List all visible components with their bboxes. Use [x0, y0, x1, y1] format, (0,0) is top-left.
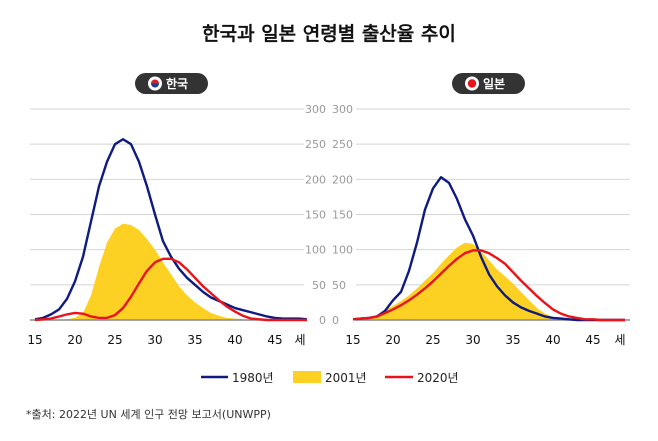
series-line-2020년 — [34, 257, 307, 322]
japan-flag-icon — [465, 76, 479, 91]
korea-flag-icon — [148, 76, 162, 91]
series-line-1980년 — [352, 176, 625, 322]
x-axis-unit: 세 — [614, 333, 625, 347]
flag-sun — [467, 79, 477, 88]
legend-swatch-2001 — [293, 371, 321, 383]
series-area-2001년 — [35, 223, 307, 320]
x-tick-label: 45 — [585, 333, 600, 347]
flag-taeguk-blue — [151, 83, 159, 88]
x-tick-label: 20 — [67, 333, 82, 347]
x-tick-label: 25 — [107, 333, 122, 347]
x-tick-label: 30 — [147, 333, 162, 347]
x-tick-label: 15 — [27, 333, 42, 347]
y-tick-label: 0 — [332, 314, 339, 327]
y-tick-label: 50 — [332, 279, 346, 292]
legend: 1980년 2001년 2020년 — [201, 371, 459, 385]
series-line-2020년 — [352, 249, 625, 322]
panel-japan: 일본 0 50 100 150 200 250 300 15 20 25 30 35 40 45 세 — [332, 73, 630, 347]
panel-korea: 한국 0 50 100 150 200 250 300 15 20 25 30 35 40 45 세 — [27, 73, 326, 347]
x-tick-label: 45 — [267, 333, 282, 347]
x-tick-label: 15 — [345, 333, 360, 347]
y-tick-label: 300 — [305, 103, 326, 116]
chart-panels: 한국 0 50 100 150 200 250 300 15 20 25 30 35 40 45 세 일본 0 50… — [27, 73, 630, 347]
y-tick-label: 50 — [312, 279, 326, 292]
flag-taeguk-red — [151, 79, 159, 84]
legend-label-1980: 1980년 — [232, 371, 274, 385]
legend-label-2001: 2001년 — [325, 371, 367, 385]
series-line-1980년 — [34, 138, 308, 321]
country-label: 일본 — [483, 77, 505, 91]
chart-title: 한국과 일본 연령별 출산율 추이 — [202, 23, 456, 45]
x-tick-label: 35 — [505, 333, 520, 347]
x-tick-label: 40 — [227, 333, 242, 347]
country-label-pill: 한국 — [135, 73, 208, 94]
series-area-2001년 — [353, 242, 625, 320]
y-tick-label: 0 — [319, 314, 326, 327]
x-tick-label: 20 — [385, 333, 400, 347]
country-label: 한국 — [166, 76, 188, 91]
source-note: *출처: 2022년 UN 세계 인구 전망 보고서(UNWPP) — [26, 408, 271, 421]
y-tick-label: 100 — [332, 244, 353, 257]
legend-label-2020: 2020년 — [417, 371, 459, 385]
y-tick-label: 200 — [332, 173, 353, 186]
x-tick-label: 40 — [545, 333, 560, 347]
x-tick-label: 35 — [187, 333, 202, 347]
y-tick-label: 250 — [305, 138, 326, 151]
y-tick-label: 250 — [332, 138, 353, 151]
y-tick-label: 100 — [305, 244, 326, 257]
country-label-pill: 일본 — [452, 73, 525, 94]
x-axis-unit: 세 — [294, 333, 305, 347]
x-tick-label: 25 — [425, 333, 440, 347]
x-tick-label: 30 — [465, 333, 480, 347]
y-tick-label: 300 — [332, 103, 353, 116]
y-tick-label: 150 — [332, 209, 353, 222]
y-tick-label: 200 — [305, 173, 326, 186]
y-tick-label: 150 — [305, 209, 326, 222]
